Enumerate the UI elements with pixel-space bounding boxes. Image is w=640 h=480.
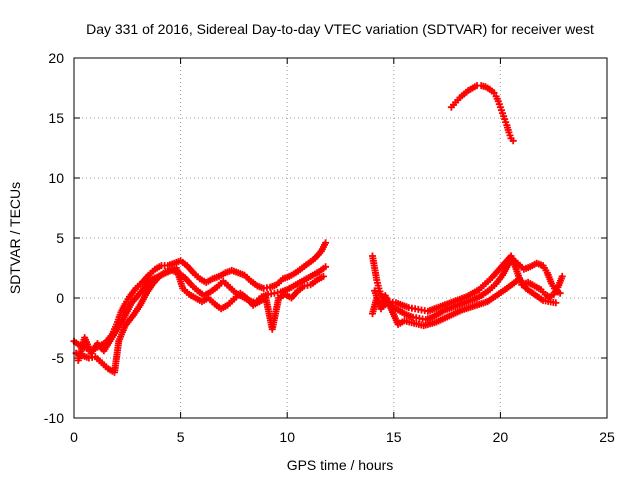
y-tick-label: 5 <box>56 230 64 246</box>
y-tick-label: -5 <box>52 350 65 366</box>
x-tick-label: 15 <box>386 429 402 445</box>
data-point <box>509 137 517 145</box>
data-point <box>319 272 327 280</box>
chart-title: Day 331 of 2016, Sidereal Day-to-day VTE… <box>86 21 594 37</box>
y-tick-labels: -10 -5 0 5 10 15 20 <box>44 50 64 426</box>
x-tick-label: 20 <box>493 429 509 445</box>
x-tick-label: 5 <box>177 429 185 445</box>
x-tick-labels: 0 5 10 15 20 25 <box>70 429 615 445</box>
x-tick-label: 0 <box>70 429 78 445</box>
data-point <box>552 299 560 307</box>
data-point <box>556 289 564 297</box>
data-point <box>490 89 498 97</box>
x-tick-label: 25 <box>599 429 615 445</box>
grid <box>74 58 607 418</box>
x-tick-label: 10 <box>279 429 295 445</box>
data-point <box>322 239 330 247</box>
tick-marks <box>73 57 608 419</box>
y-tick-label: 15 <box>48 110 64 126</box>
y-tick-label: 10 <box>48 170 64 186</box>
data-point <box>322 263 330 271</box>
y-tick-label: 0 <box>56 290 64 306</box>
plot-frame <box>73 57 608 419</box>
y-tick-label: 20 <box>48 50 64 66</box>
data-point <box>558 272 566 280</box>
x-axis-label: GPS time / hours <box>287 457 394 473</box>
y-axis-label: SDTVAR / TECUs <box>7 182 23 294</box>
y-tick-label: -10 <box>44 410 64 426</box>
points <box>70 82 566 376</box>
